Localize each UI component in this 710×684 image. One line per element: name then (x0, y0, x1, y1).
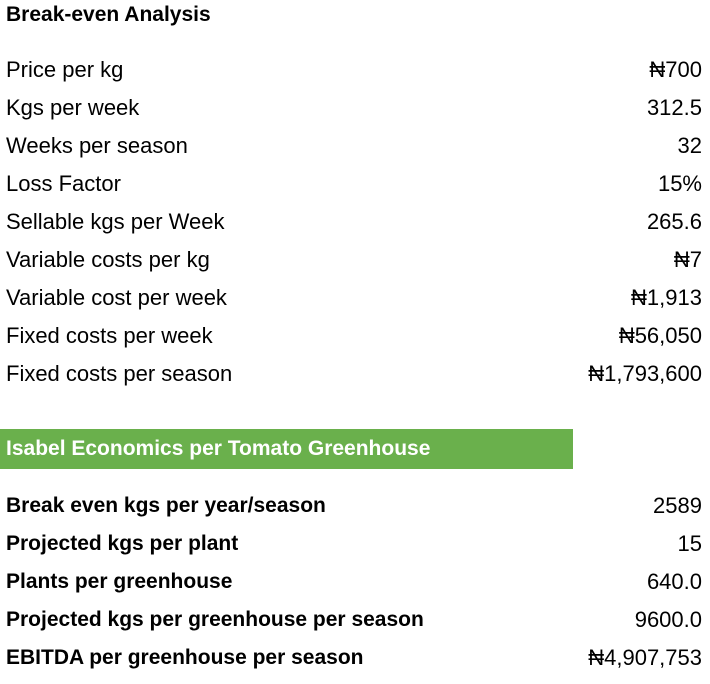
row-value: 2589 (653, 493, 702, 518)
breakeven-row-weeks-per-season: Weeks per season 32 (6, 127, 702, 165)
row-label: Loss Factor (6, 171, 121, 196)
economics-row-ebitda: EBITDA per greenhouse per season ₦4,907,… (6, 639, 702, 677)
row-label: Price per kg (6, 57, 124, 82)
breakeven-row-fixed-costs-per-season: Fixed costs per season ₦1,793,600 (6, 355, 702, 393)
row-value: 265.6 (646, 209, 702, 234)
row-label: Projected kgs per plant (6, 532, 239, 555)
breakeven-row-fixed-costs-per-week: Fixed costs per week ₦56,050 (6, 317, 702, 355)
row-label: Fixed costs per week (6, 323, 213, 348)
economics-row-break-even-kgs: Break even kgs per year/season 2589 (6, 487, 702, 525)
breakeven-row-price-per-kg: Price per kg ₦700 (6, 51, 702, 89)
row-value: ₦4,907,753 (588, 645, 702, 670)
breakeven-row-kgs-per-week: Kgs per week 312.5 (6, 89, 702, 127)
economics-row-projected-kgs-per-plant: Projected kgs per plant 15 (6, 525, 702, 563)
breakeven-row-variable-cost-per-week: Variable cost per week ₦1,913 (6, 279, 702, 317)
economics-row-plants-per-greenhouse: Plants per greenhouse 640.0 (6, 563, 702, 601)
row-label: Plants per greenhouse (6, 570, 233, 593)
row-value: 32 (677, 133, 702, 158)
row-label: Projected kgs per greenhouse per season (6, 608, 424, 631)
row-label: Weeks per season (6, 133, 188, 158)
row-value: ₦700 (649, 57, 702, 82)
row-value: ₦1,913 (631, 285, 702, 310)
row-label: Variable costs per kg (6, 247, 210, 272)
row-label: Sellable kgs per Week (6, 209, 225, 234)
breakeven-row-loss-factor: Loss Factor 15% (6, 165, 702, 203)
row-label: Fixed costs per season (6, 361, 233, 386)
breakeven-row-variable-costs-per-kg: Variable costs per kg ₦7 (6, 241, 702, 279)
row-value: 15 (677, 531, 702, 556)
row-value: 9600.0 (634, 607, 702, 632)
row-label: Kgs per week (6, 95, 140, 120)
breakeven-row-sellable-kgs: Sellable kgs per Week 265.6 (6, 203, 702, 241)
row-label: EBITDA per greenhouse per season (6, 646, 364, 669)
row-value: 15% (657, 171, 702, 196)
row-value: ₦7 (673, 247, 702, 272)
row-value: ₦56,050 (618, 323, 702, 348)
row-label: Break even kgs per year/season (6, 494, 326, 517)
row-value: 312.5 (646, 95, 702, 120)
row-label: Variable cost per week (6, 285, 227, 310)
row-value: ₦1,793,600 (588, 361, 702, 386)
row-value: 640.0 (646, 569, 702, 594)
economics-row-projected-kgs-per-greenhouse: Projected kgs per greenhouse per season … (6, 601, 702, 639)
economics-banner: Isabel Economics per Tomato Greenhouse (0, 429, 573, 469)
breakeven-title: Break-even Analysis (6, 3, 211, 26)
